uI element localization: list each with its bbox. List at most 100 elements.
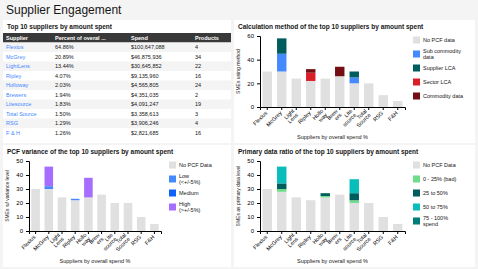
x-axis-title: Suppliers by overall spend %	[297, 258, 368, 264]
axis-line	[26, 162, 30, 232]
legend-item: Sector LCA	[413, 79, 451, 86]
table-header-label: Products	[195, 35, 219, 41]
legend-swatch	[413, 93, 420, 100]
series	[277, 183, 359, 200]
bar	[306, 200, 315, 201]
bar	[277, 192, 286, 231]
tick-label: Litesource	[337, 232, 357, 252]
bar	[364, 203, 373, 204]
legend: No PCF dataSub commoditydataSupplier LCA…	[413, 37, 464, 100]
series	[263, 72, 403, 108]
tick-mark	[325, 107, 326, 110]
table-header	[3, 33, 231, 43]
tick-label: McGrey	[265, 234, 283, 252]
series	[45, 167, 93, 198]
table-cell: 1.26%	[55, 130, 71, 136]
bar	[111, 203, 120, 231]
bar	[97, 195, 106, 231]
tick-mark	[257, 203, 260, 204]
table-cell: $46,875,936	[131, 54, 162, 60]
bar	[393, 101, 402, 102]
bar	[321, 78, 330, 79]
plot-area: 01020304050FlexiusMcGreyLightLensRipleyH…	[4, 158, 162, 264]
bar	[97, 194, 106, 195]
bar	[137, 217, 146, 218]
table-supplier: McGrey	[6, 54, 26, 60]
tick: 40	[16, 172, 29, 178]
panel: Calculation method of the top 10 supplie…	[234, 20, 475, 143]
bar	[321, 197, 330, 231]
tick-label: 20	[247, 200, 254, 206]
legend-swatch	[413, 218, 420, 225]
table-supplier: Litesource	[6, 101, 31, 107]
bar	[393, 224, 402, 231]
legend: No PCF DataLow(<+/-5%)MediumHigh(>+/-5%)	[169, 162, 213, 214]
table-cell: 4.07%	[55, 73, 71, 79]
bar	[150, 224, 159, 225]
table-row	[3, 71, 231, 81]
bar	[292, 79, 301, 107]
tick-label: TotalSource	[351, 108, 371, 128]
bar	[292, 197, 301, 231]
bar	[150, 224, 159, 231]
bar	[379, 217, 388, 218]
tick: Ripley	[297, 231, 312, 249]
table-cell: 4	[195, 44, 198, 50]
tick-label: Litesource	[337, 108, 357, 128]
bar	[263, 189, 272, 190]
tick-label: 40	[247, 172, 254, 178]
tick-mark	[257, 189, 260, 190]
tick-label: F&H	[143, 234, 155, 246]
legend-item: Supplier LCA	[413, 65, 456, 72]
bar	[97, 194, 106, 195]
tick: RSG	[372, 231, 385, 246]
bars	[263, 38, 403, 107]
tick-mark	[26, 175, 29, 176]
bar	[263, 189, 272, 231]
legend-swatch	[413, 204, 420, 211]
bar	[379, 95, 388, 96]
legend-label: No PCF Data	[179, 162, 213, 168]
table-row	[3, 81, 231, 91]
bar	[379, 217, 388, 231]
tick-mark	[368, 107, 369, 110]
bar	[364, 83, 373, 84]
table-cell: 20.89%	[55, 54, 74, 60]
table-cell: 1.29%	[55, 120, 71, 126]
bar	[124, 203, 133, 204]
y-axis: 0204060	[247, 33, 260, 110]
tick-mark	[26, 189, 29, 190]
legend-swatch	[169, 176, 176, 183]
bar	[321, 193, 330, 194]
table-cell: 1.50%	[55, 111, 71, 117]
legend-item: Sub commoditydata	[413, 48, 461, 60]
bar	[306, 200, 315, 201]
bar	[150, 224, 159, 225]
table-header-label: Percent of overal ...	[55, 35, 106, 41]
bar	[335, 194, 344, 195]
tick: McGrey	[265, 231, 283, 252]
tick: TotalSource	[351, 107, 371, 128]
y-axis-title: SMEs using method	[235, 49, 241, 94]
legend-swatch	[413, 65, 420, 72]
y-axis: 01020304050	[16, 158, 29, 234]
bar	[71, 200, 80, 231]
bar	[364, 83, 373, 84]
bar	[350, 200, 359, 203]
tick-mark	[154, 231, 155, 234]
bar	[277, 72, 286, 108]
bar	[379, 217, 388, 218]
tick-label: RSG	[372, 234, 385, 247]
bar	[364, 83, 373, 84]
tick-mark	[257, 60, 260, 61]
tick-label: RSG	[130, 234, 143, 247]
legend-item: Low(<+/-5%)	[169, 173, 201, 185]
table-cell: 13.44%	[55, 63, 74, 69]
legend-swatch	[169, 190, 176, 197]
tick-label: 50	[16, 158, 23, 164]
tick-label: McGrey	[32, 234, 50, 252]
tick: 20	[247, 81, 260, 87]
panel-title: Primary data ratio of the top 10 supplie…	[238, 148, 419, 156]
x-axis: FlexiusMcGreyLightLensRipleyHollowayBrew…	[252, 231, 406, 252]
tick: Brewers	[326, 231, 343, 249]
